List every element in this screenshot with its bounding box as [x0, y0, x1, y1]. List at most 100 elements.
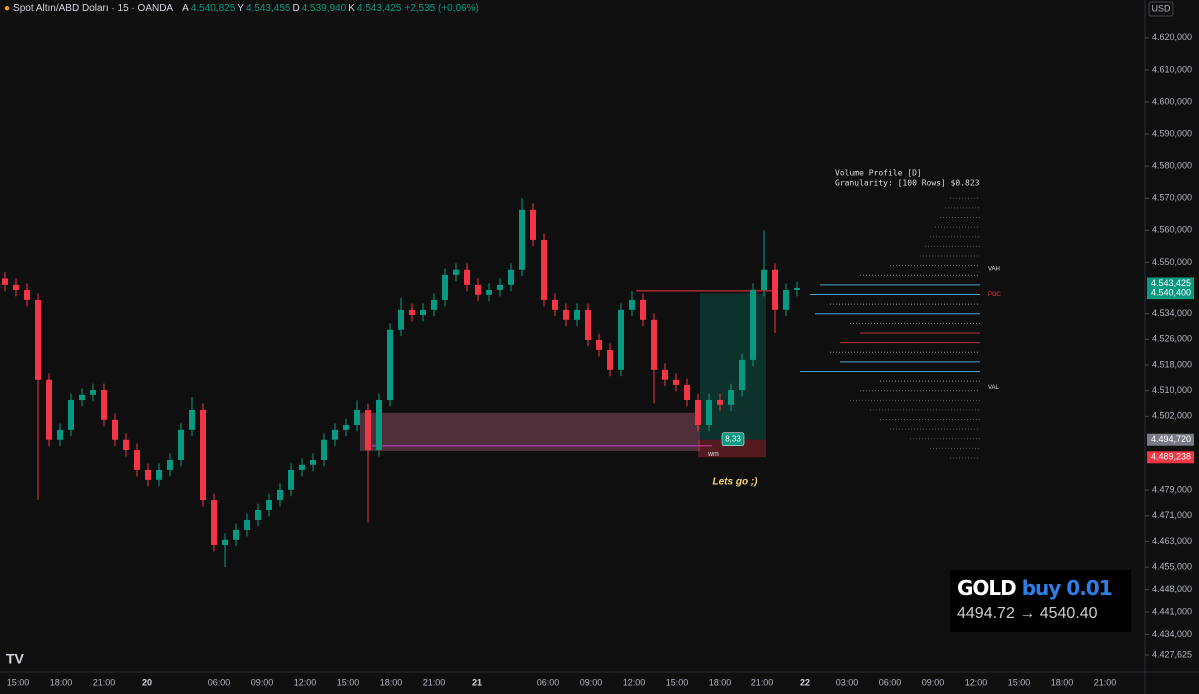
y-tick-label: 4.570,000 [1152, 193, 1192, 203]
candle-body [530, 209, 536, 240]
y-tick-label: 4.441,000 [1152, 606, 1192, 616]
ratio-bg [721, 432, 745, 446]
candle-body [90, 390, 96, 395]
candle-body [662, 369, 668, 380]
x-tick-label: 15:00 [1008, 677, 1031, 687]
candle-body [420, 309, 426, 315]
x-tick-label: 15:00 [337, 677, 360, 687]
y-tick-label: 4.518,000 [1152, 359, 1192, 369]
candle-body [739, 359, 745, 391]
price-badge-label: 4.489,238 [1151, 452, 1191, 462]
candle-body [35, 299, 41, 380]
candle-body [101, 390, 107, 420]
price-badge [1147, 451, 1194, 464]
candle-body [24, 289, 30, 300]
candle-body [750, 289, 756, 360]
y-tick-label: 4.427,625 [1152, 649, 1192, 659]
candle-body [706, 399, 712, 426]
ohlc-value: 4.540,825 [190, 3, 236, 14]
trade-box: GOLD buy 0.01 4494.72 → 4540.40 [950, 570, 1131, 632]
ohlc: A 4.540,825 Y 4.543,455 D 4.539,940 K 4.543,425 [182, 3, 401, 14]
candle-body [508, 269, 514, 285]
y-tick-label: 4.620,000 [1152, 32, 1192, 42]
candle-body [585, 309, 591, 341]
symbol-title: Spot Altın/ABD Doları · 15 · OANDA [13, 3, 174, 14]
price-badge-label: 4.540,400 [1151, 288, 1191, 298]
candle-body [728, 390, 734, 405]
vp-subtitle: Granularity: [100 Rows] $0.823 [835, 179, 980, 188]
x-tick-label: 21 [472, 677, 482, 687]
candle-body [365, 409, 371, 451]
y-tick-label: 4.463,000 [1152, 536, 1192, 546]
candle-body [387, 329, 393, 400]
ohlc-key: D [292, 3, 300, 14]
x-tick-label: 06:00 [879, 677, 902, 687]
x-tick-label: 09:00 [580, 677, 603, 687]
candle-body [299, 464, 305, 470]
candle-body [2, 278, 8, 285]
y-tick-label: 4.479,000 [1152, 485, 1192, 495]
candle-body [255, 510, 261, 520]
y-tick-label: 4.560,000 [1152, 225, 1192, 235]
candle-body [46, 379, 52, 440]
y-tick-label: 4.550,000 [1152, 257, 1192, 267]
candle-body [629, 299, 635, 310]
candle-body [112, 419, 118, 440]
note: wm [707, 451, 719, 458]
candle-body [57, 429, 63, 440]
vp-val: VAL [988, 385, 1000, 391]
logo: TV [6, 651, 25, 667]
price-badge [1147, 277, 1194, 290]
x-tick-label: 09:00 [251, 677, 274, 687]
candle-body [453, 269, 459, 275]
candle-body [343, 425, 349, 430]
candle-body [222, 539, 228, 545]
x-tick-label: 09:00 [922, 677, 945, 687]
candle-body [233, 529, 239, 540]
y-tick-label: 4.455,000 [1152, 561, 1192, 571]
x-tick-label: 22 [800, 677, 810, 687]
candle-body [321, 439, 327, 460]
y-tick-label: 4.610,000 [1152, 64, 1192, 74]
candle-body [189, 409, 195, 430]
x-tick-label: 06:00 [208, 677, 231, 687]
x-tick-label: 18:00 [709, 677, 732, 687]
candle-body [123, 439, 129, 451]
candle-body [684, 384, 690, 400]
candle-body [717, 399, 723, 405]
price-badge-label: 4.543,425 [1151, 278, 1191, 288]
candle-body [651, 319, 657, 370]
candle-body [783, 289, 789, 310]
candle-body [156, 469, 162, 480]
x-tick-label: 15:00 [666, 677, 689, 687]
side: buy 0.01 [1021, 576, 1113, 600]
ohlc-key: K [348, 3, 355, 14]
candle-body [288, 469, 294, 490]
icon: ● [4, 3, 11, 14]
candle-body [673, 379, 679, 385]
candle-body [376, 399, 382, 451]
candle-body [541, 239, 547, 300]
candle-body [442, 274, 448, 300]
stop-zone [698, 439, 766, 458]
x-tick-label: 21:00 [423, 677, 446, 687]
x-tick-label: 03:00 [836, 677, 859, 687]
currency-box[interactable] [1148, 1, 1174, 17]
ohlc-key: A [182, 3, 189, 14]
candle-body [475, 284, 481, 295]
candle-body [266, 500, 272, 511]
candle-body [431, 299, 437, 310]
price-axis-bg [1145, 0, 1199, 694]
candle-body [409, 309, 415, 315]
candle-body [354, 409, 360, 426]
x-tick-label: 18:00 [380, 677, 403, 687]
x-tick-label: 21:00 [751, 677, 774, 687]
x-tick-label: 06:00 [537, 677, 560, 687]
x-tick-label: 12:00 [623, 677, 646, 687]
candle-body [167, 459, 173, 470]
y-tick-label: 4.590,000 [1152, 128, 1192, 138]
candle-body [211, 500, 217, 545]
candle-body [398, 309, 404, 330]
candle-body [79, 394, 85, 400]
